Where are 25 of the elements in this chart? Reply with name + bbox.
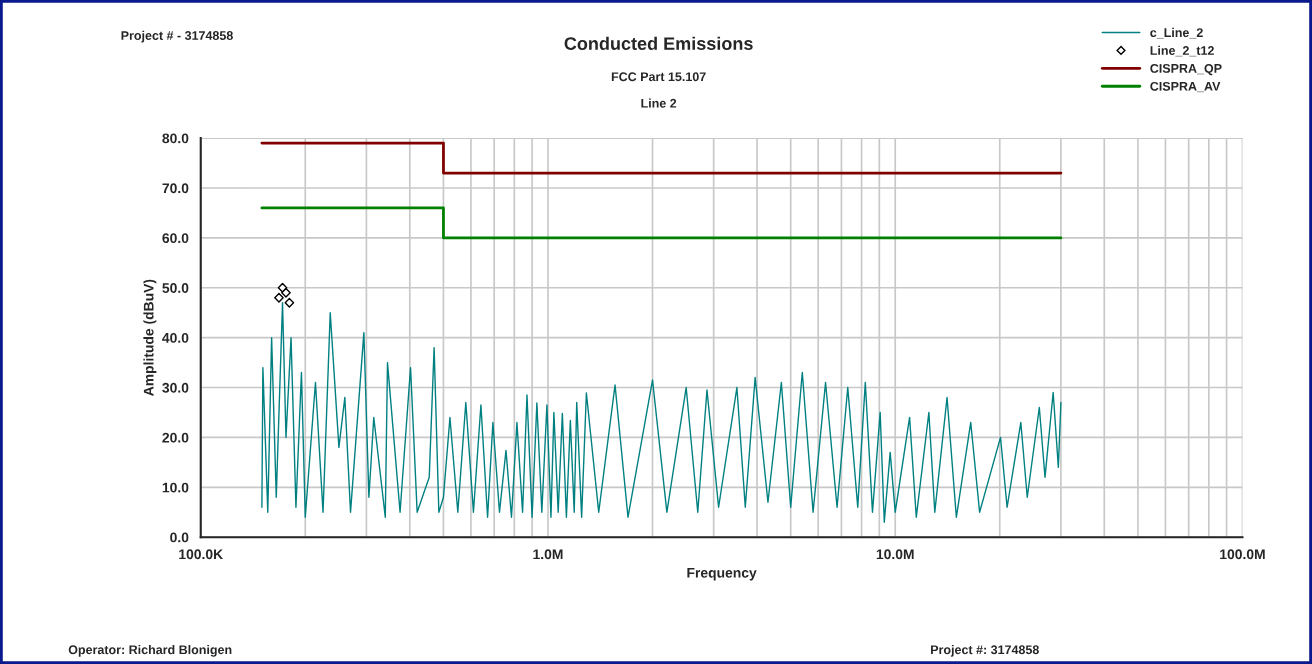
legend-label: c_Line_2: [1150, 27, 1203, 39]
legend-label: CISPRA_QP: [1150, 63, 1222, 76]
y-tick-label: 40.0: [162, 332, 189, 343]
y-tick-label: 20.0: [162, 432, 189, 443]
chart-title: Conducted Emissions: [564, 36, 753, 50]
text: Line 2: [641, 98, 677, 108]
chart-subtitle: FCC Part 15.107: [611, 72, 706, 82]
text: Project # - 3174858: [121, 30, 233, 43]
text: Operator: Richard Blonigen: [68, 644, 232, 657]
legend-label: Line_2_t12: [1150, 45, 1214, 57]
x-tick-label: 100.0K: [179, 549, 223, 560]
y-tick-label: 50.0: [162, 283, 189, 293]
y-tick-label: 80.0: [162, 133, 189, 144]
y-tick-label: 0.0: [170, 532, 189, 543]
y-tick-label: 30.0: [162, 382, 189, 393]
y-tick-label: 70.0: [162, 183, 189, 194]
text: Project #: 3174858: [931, 644, 1039, 657]
x-axis-title: Frequency: [687, 567, 757, 581]
x-tick-label: 1.0M: [533, 549, 563, 560]
x-tick-label: 10.0M: [876, 549, 914, 560]
x-tick-label: 100.0M: [1220, 549, 1265, 560]
y-tick-label: 10.0: [162, 482, 189, 493]
legend-label: CISPRA_AV: [1150, 81, 1221, 93]
y-axis-title: Amplitude (dBuV): [143, 279, 157, 396]
y-tick-label: 60.0: [162, 233, 189, 244]
